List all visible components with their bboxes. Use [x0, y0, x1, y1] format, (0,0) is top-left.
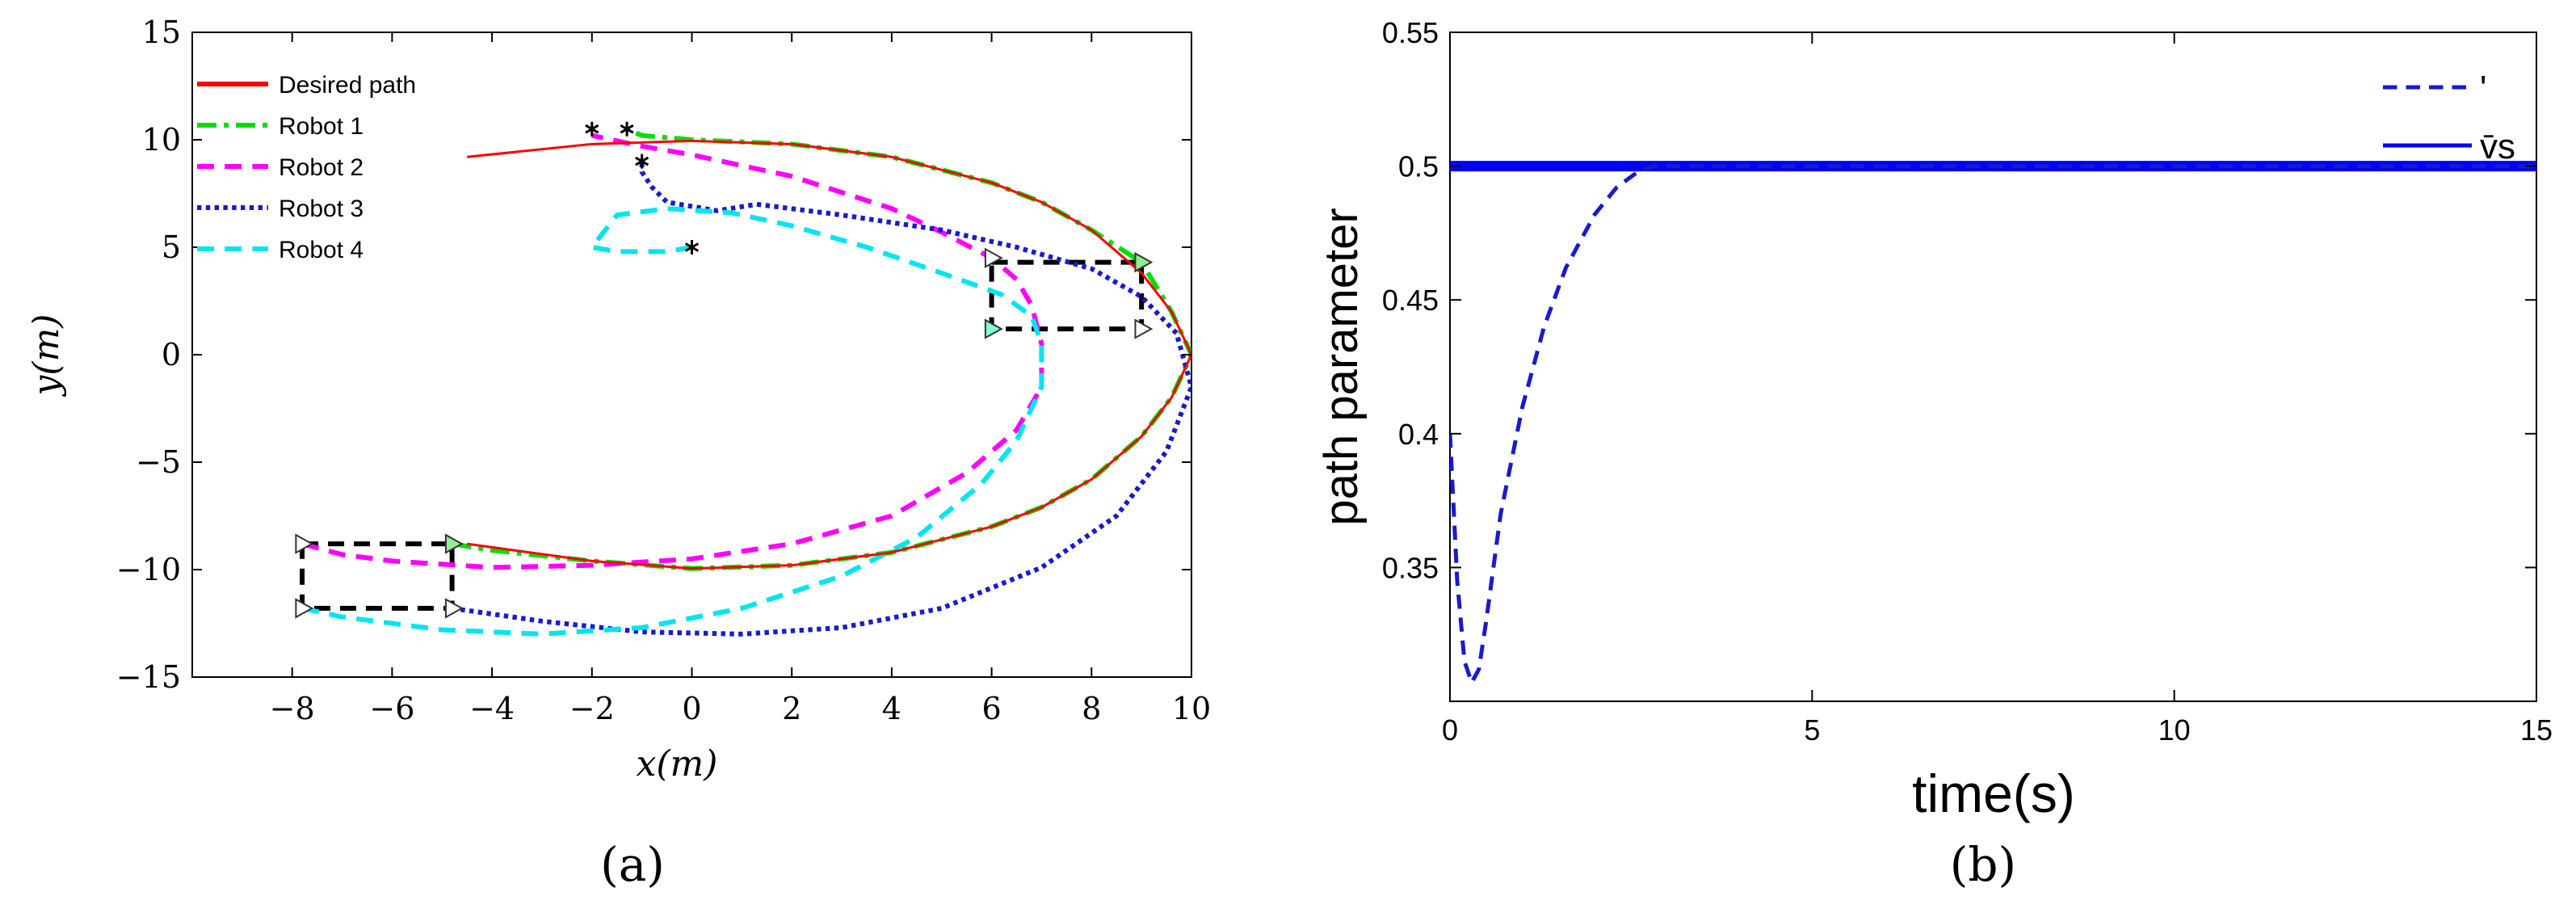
y-tick-label: 10 [142, 122, 181, 158]
formation-marker [444, 533, 464, 554]
formation-marker [295, 533, 314, 554]
y-tick-label: 0.55 [1382, 16, 1439, 49]
y-tick-label: 5 [162, 229, 181, 265]
y-tick-label: 0.35 [1382, 551, 1439, 584]
y-tick-label: −5 [136, 444, 181, 480]
start-marker [635, 154, 649, 169]
legend: ' v̄s [2383, 69, 2515, 166]
y-tick-label: 0 [162, 337, 181, 372]
formation-marker [1134, 251, 1154, 273]
y-tick-label: 0.4 [1398, 418, 1439, 451]
y-tick-label: 15 [142, 15, 181, 50]
x-tick-label: 6 [982, 691, 1002, 726]
x-tick-label: 4 [882, 691, 901, 726]
series-line [452, 161, 1191, 637]
formation-marker [984, 318, 1003, 339]
x-tick-label: −2 [569, 691, 615, 726]
x-axis-label: x(m) [637, 743, 718, 785]
x-axis-label: time(s) [1912, 764, 2075, 823]
legend-label: Robot 4 [279, 237, 363, 263]
panel-label-b: (b) [1950, 837, 2016, 892]
x-tick-label: 10 [1172, 691, 1211, 726]
y-axis-label: path parameter [1315, 208, 1368, 525]
legend-label: Robot 3 [279, 196, 363, 222]
y-tick-label: −10 [116, 552, 181, 587]
formation-marker [444, 598, 464, 619]
start-marker [585, 121, 599, 137]
legend-label: ' [2480, 69, 2486, 108]
x-tick-label: 2 [782, 691, 801, 726]
series-line [1450, 164, 2536, 685]
x-tick-label: 5 [1804, 713, 1820, 747]
formation-marker [295, 598, 314, 619]
series-line [301, 133, 1044, 570]
panel-label-a: (a) [600, 837, 665, 892]
series-line [466, 139, 1191, 570]
legend-label: Robot 1 [279, 113, 363, 140]
x-tick-label: 8 [1082, 691, 1101, 726]
x-tick-label: −4 [469, 691, 515, 726]
formation-box [989, 259, 1145, 332]
x-tick-label: 0 [1442, 713, 1458, 747]
start-marker [620, 121, 634, 137]
x-tick-label: 15 [2520, 713, 2553, 747]
formation-marker [1134, 318, 1154, 339]
legend: Desired path Robot 1 Robot 2 Robot 3 Robot 4 [197, 72, 416, 263]
legend-label: Robot 2 [279, 154, 363, 181]
legend-label: v̄s [2480, 127, 2515, 166]
y-tick-label: 0.45 [1382, 284, 1439, 317]
x-tick-label: −6 [369, 691, 414, 726]
start-marker [684, 240, 700, 255]
legend-label: Desired path [279, 72, 416, 99]
x-tick-label: 10 [2158, 713, 2191, 747]
formation-marker [984, 247, 1003, 268]
x-tick-label: 0 [682, 691, 701, 726]
y-axis-label: y(m) [26, 314, 67, 398]
y-tick-label: −15 [116, 659, 181, 695]
series-line [301, 206, 1044, 637]
path-parameter-plot: 0 5 10 15 0.35 0.4 0.45 0.5 0.55 time(s) path pa… [1315, 16, 2553, 892]
formation-box [300, 541, 455, 611]
y-tick-label: 0.5 [1398, 150, 1439, 183]
x-tick-label: −8 [270, 691, 315, 726]
